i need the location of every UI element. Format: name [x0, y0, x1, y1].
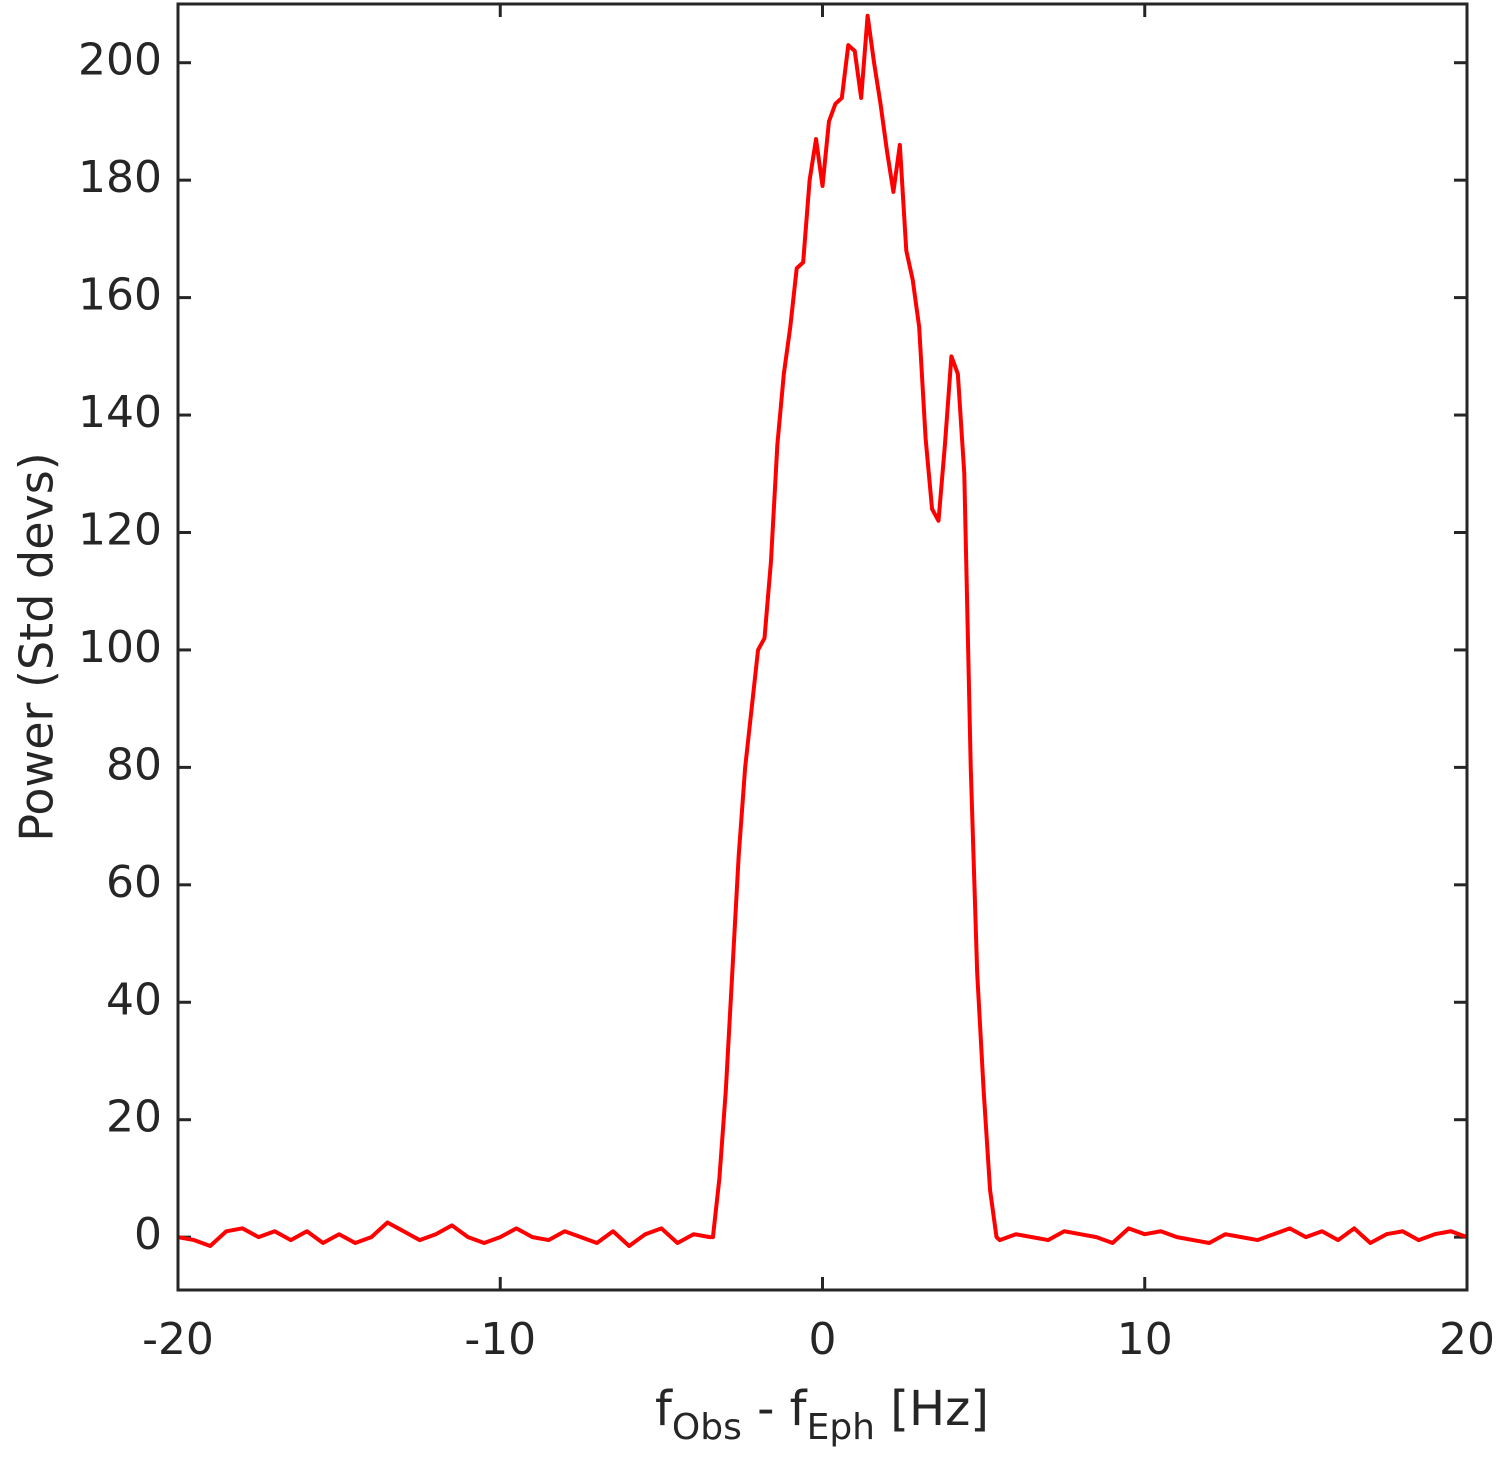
x-label-text: [Hz]: [875, 1381, 989, 1437]
x-tick-label: 10: [1117, 1314, 1173, 1365]
line-series: [177, 13, 1468, 1248]
x-label-subscript: Eph: [807, 1407, 875, 1448]
x-label-text: - f: [742, 1381, 808, 1437]
y-tick-label: 180: [78, 152, 162, 203]
y-tick-label: 40: [106, 974, 162, 1025]
plot-frame: [176, 2, 1469, 1292]
y-tick-label: 60: [106, 857, 162, 908]
y-tick-label: 140: [78, 387, 162, 438]
y-tick-label: 20: [106, 1092, 162, 1143]
x-tick-label: -10: [464, 1314, 536, 1365]
y-tick-label: 120: [78, 504, 162, 555]
y-tick-label: 80: [106, 739, 162, 790]
x-tick-label: -20: [142, 1314, 214, 1365]
y-axis-label: Power (Std devs): [10, 452, 64, 841]
x-tick-label: 0: [809, 1314, 837, 1365]
y-tick-label: 100: [78, 622, 162, 673]
x-label-subscript: Obs: [672, 1407, 742, 1448]
x-axis-label: fObs - fEph [Hz]: [655, 1381, 989, 1448]
y-tick-label: 200: [78, 35, 162, 86]
y-tick-label: 0: [134, 1209, 162, 1260]
x-tick-label: 20: [1439, 1314, 1495, 1365]
x-label-text: f: [655, 1381, 673, 1437]
y-tick-label: 160: [78, 270, 162, 321]
